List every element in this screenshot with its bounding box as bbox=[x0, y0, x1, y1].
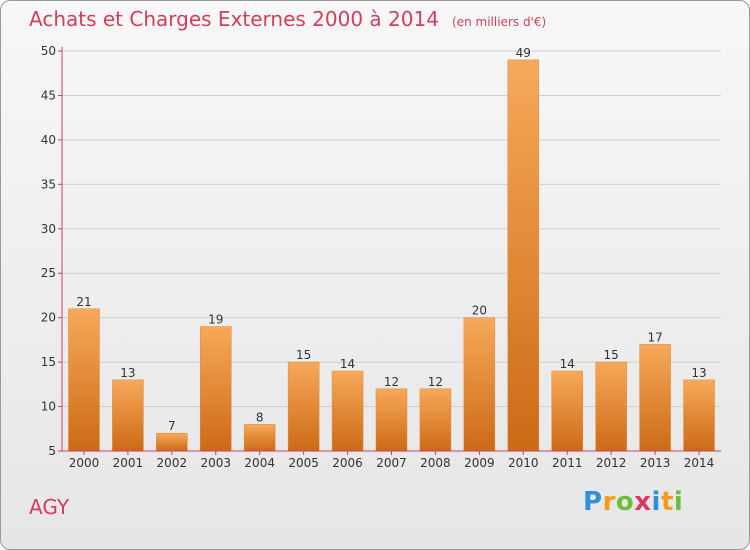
proxiti-logo: Proxiti bbox=[583, 487, 683, 517]
bar bbox=[639, 344, 671, 452]
x-tick-label: 2009 bbox=[464, 456, 495, 470]
bar bbox=[463, 317, 496, 452]
y-tick-label: 20 bbox=[41, 311, 56, 325]
data-label: 17 bbox=[647, 330, 662, 344]
y-tick-label: 5 bbox=[48, 444, 56, 458]
bars bbox=[68, 59, 715, 452]
x-tick-label: 2003 bbox=[200, 456, 231, 470]
data-label: 21 bbox=[76, 295, 91, 309]
x-tick-label: 2014 bbox=[684, 456, 715, 470]
x-tick-label: 2000 bbox=[69, 456, 100, 470]
logo-letter: t bbox=[660, 487, 674, 517]
data-label: 19 bbox=[208, 313, 223, 327]
data-label: 13 bbox=[120, 366, 135, 380]
x-tick-label: 2011 bbox=[552, 456, 583, 470]
bar bbox=[331, 370, 364, 452]
chart-title: Achats et Charges Externes 2000 à 2014 (… bbox=[29, 7, 546, 31]
commune-name: AGY bbox=[29, 495, 70, 519]
x-tick-label: 2012 bbox=[596, 456, 627, 470]
x-tick-label: 2010 bbox=[508, 456, 539, 470]
bar bbox=[595, 361, 627, 452]
logo-letter: i bbox=[673, 487, 684, 517]
y-tick-label: 30 bbox=[41, 222, 56, 236]
data-label: 14 bbox=[340, 357, 355, 371]
y-tick-label: 15 bbox=[41, 355, 56, 369]
bar bbox=[68, 308, 100, 452]
y-tick-label: 10 bbox=[41, 400, 56, 414]
logo-letter: x bbox=[634, 487, 652, 517]
y-tick-label: 40 bbox=[41, 133, 56, 147]
x-tick-label: 2006 bbox=[332, 456, 363, 470]
labels: 5 10 15 20 25 30 35 40 45 50 21 2000 13 2001 7 2002 19 20… bbox=[41, 44, 715, 470]
bar bbox=[683, 379, 715, 452]
x-tick-label: 2007 bbox=[376, 456, 407, 470]
grid-lines bbox=[62, 50, 721, 408]
data-label: 8 bbox=[256, 410, 264, 424]
data-label: 15 bbox=[296, 348, 311, 362]
chart-title-unit: (en milliers d'€) bbox=[452, 15, 547, 29]
data-label: 15 bbox=[604, 348, 619, 362]
data-label: 49 bbox=[516, 46, 531, 60]
logo-letter: o bbox=[615, 487, 635, 517]
bar bbox=[551, 370, 583, 452]
logo-letter: r bbox=[602, 487, 616, 517]
y-tick-label: 45 bbox=[41, 88, 56, 102]
bar bbox=[112, 379, 144, 452]
data-label: 7 bbox=[168, 419, 176, 433]
bar bbox=[507, 59, 540, 452]
data-label: 20 bbox=[472, 304, 487, 318]
x-tick-label: 2008 bbox=[420, 456, 451, 470]
x-tick-label: 2013 bbox=[640, 456, 671, 470]
bar bbox=[419, 388, 452, 452]
data-label: 12 bbox=[384, 375, 399, 389]
logo-letter: P bbox=[583, 487, 603, 517]
x-tick-label: 2004 bbox=[244, 456, 275, 470]
axes bbox=[58, 47, 721, 455]
chart-title-main: Achats et Charges Externes 2000 à 2014 bbox=[29, 7, 439, 31]
bar bbox=[375, 388, 408, 452]
bar bbox=[287, 361, 320, 452]
y-tick-label: 25 bbox=[41, 266, 56, 280]
y-tick-label: 35 bbox=[41, 177, 56, 191]
bar bbox=[200, 326, 232, 452]
x-tick-label: 2001 bbox=[113, 456, 144, 470]
data-label: 14 bbox=[560, 357, 575, 371]
logo-letter: i bbox=[651, 487, 661, 517]
data-label: 12 bbox=[428, 375, 443, 389]
y-tick-label: 50 bbox=[41, 44, 56, 58]
bar bbox=[243, 424, 276, 452]
x-tick-label: 2005 bbox=[288, 456, 319, 470]
bar bbox=[156, 432, 188, 452]
x-tick-label: 2002 bbox=[157, 456, 188, 470]
data-label: 13 bbox=[691, 366, 706, 380]
